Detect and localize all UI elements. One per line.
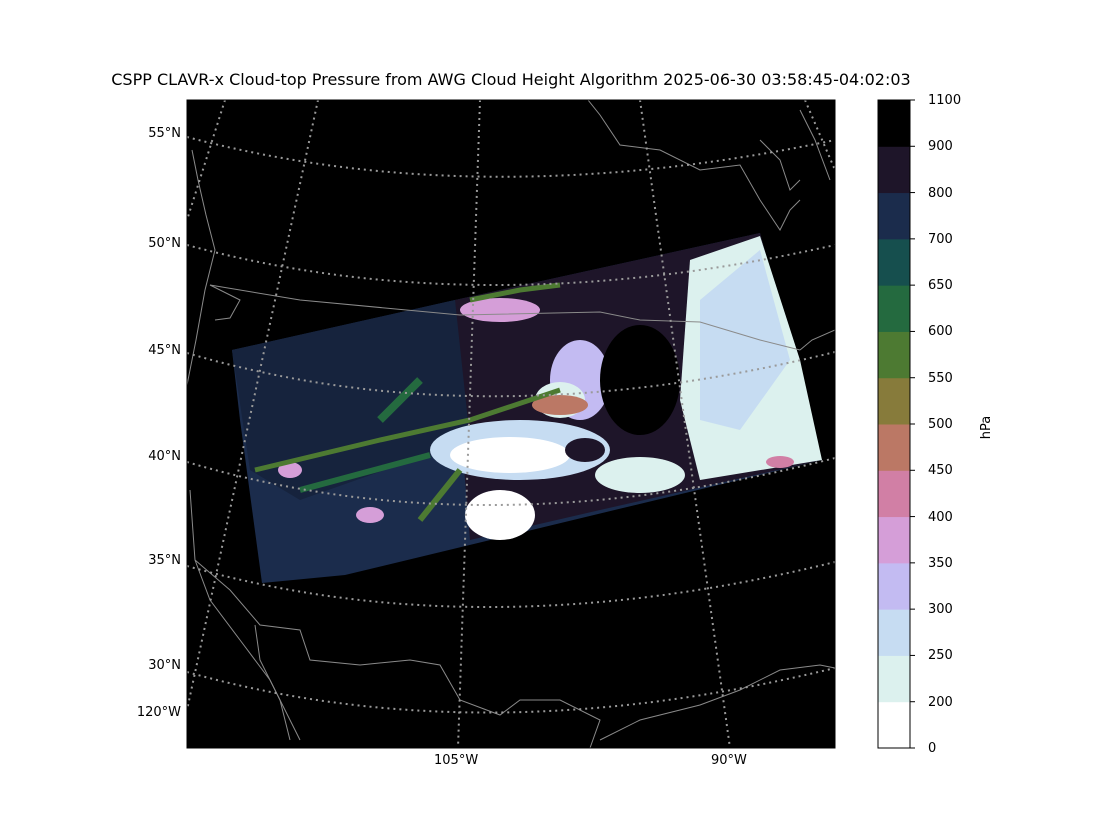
colorbar-bin	[878, 424, 910, 471]
colorbar-tick-label: 600	[928, 324, 953, 340]
colorbar-bin	[878, 470, 910, 518]
colorbar-bin	[878, 655, 910, 703]
colorbar-bin	[878, 238, 910, 286]
colorbar-bin	[878, 701, 910, 749]
colorbar-bin	[878, 331, 910, 379]
lat-label-35: 35°N	[148, 553, 181, 568]
lon-label-105w: 105°W	[434, 753, 479, 768]
lon-label-90w: 90°W	[711, 753, 747, 768]
map-title: CSPP CLAVR-x Cloud-top Pressure from AWG…	[111, 70, 911, 89]
colorbar-tick-label: 400	[928, 509, 953, 525]
colorbar-label: hPa	[979, 415, 995, 440]
colorbar-tick-label: 550	[928, 370, 953, 386]
colorbar-tick-label: 800	[928, 185, 953, 201]
colorbar-bin	[878, 516, 910, 564]
coastlines	[187, 100, 835, 748]
colorbar-tick-label: 700	[928, 231, 953, 247]
lat-label-30: 30°N	[148, 658, 181, 673]
cloud-swath	[232, 233, 822, 583]
colorbar-tick-label: 0	[928, 741, 937, 756]
colorbar	[878, 99, 915, 749]
colorbar-bin	[878, 609, 910, 656]
colorbar-tick-label: 1100	[928, 93, 962, 108]
colorbar-tick-label: 300	[928, 602, 953, 618]
colorbar-bin	[878, 377, 910, 425]
colorbar-tick-label: 900	[928, 139, 953, 155]
colorbar-bin	[878, 285, 910, 332]
lat-label-45: 45°N	[148, 343, 181, 358]
colorbar-bin	[878, 192, 910, 240]
colorbar-tick-label: 450	[928, 463, 953, 479]
colorbar-tick-label: 500	[928, 417, 953, 432]
colorbar-bin	[878, 146, 910, 194]
colorbar-bin	[878, 562, 910, 610]
lat-label-40: 40°N	[148, 449, 181, 464]
lon-label-120w: 120°W	[136, 705, 181, 720]
colorbar-bin	[878, 100, 910, 147]
graticule	[187, 100, 835, 748]
lat-label-55: 55°N	[148, 126, 181, 141]
colorbar-tick-label: 650	[928, 278, 953, 294]
colorbar-tick-label: 200	[928, 694, 953, 710]
colorbar-tick-label: 350	[928, 555, 953, 571]
lat-label-50: 50°N	[148, 236, 181, 251]
colorbar-tick-label: 250	[928, 648, 953, 664]
